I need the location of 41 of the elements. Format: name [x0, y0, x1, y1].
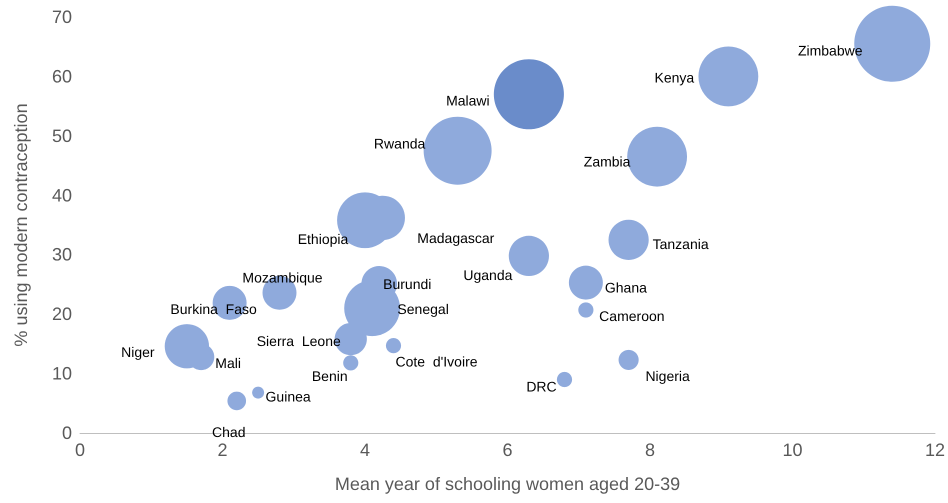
annotation: Kenya	[654, 69, 694, 86]
x-tick-label: 0	[74, 440, 86, 460]
x-tick-label: 6	[502, 440, 512, 460]
x-tick-label: 10	[782, 440, 803, 460]
annotation: Zambia	[584, 154, 631, 170]
y-tick-label: 30	[52, 244, 72, 265]
annotation: Rwanda	[374, 136, 426, 152]
x-tick-label: 8	[644, 440, 655, 460]
y-tick-label: 50	[52, 126, 72, 146]
x-tick-label: 2	[217, 440, 228, 460]
y-tick-label: 60	[52, 66, 72, 86]
annotation: Cameroon	[599, 308, 665, 324]
annotation: Burkina Faso	[170, 300, 258, 317]
annotation: Mozambique	[242, 270, 323, 286]
annotation: Guinea	[266, 388, 311, 405]
annotation: Uganda	[463, 266, 513, 283]
annotation: Senegal	[397, 301, 449, 318]
annotation: Mali	[215, 354, 241, 371]
annotation: Benin	[312, 368, 348, 384]
annotation: DRC	[526, 378, 557, 395]
annotation: Zimbabwe	[798, 42, 863, 59]
x-tick-label: 12	[924, 440, 946, 460]
annotation: Burundi	[383, 276, 432, 292]
y-axis-title: % using modern contraception	[11, 103, 31, 347]
annotation: Chad	[212, 424, 246, 440]
y-tick-label: 40	[52, 185, 72, 206]
annotation: Madagascar	[417, 230, 495, 246]
annotation: Malawi	[446, 92, 490, 108]
y-tick-label: 10	[52, 364, 72, 384]
y-tick-label: 20	[52, 304, 72, 324]
annotation: Cote d'Ivoire	[395, 354, 478, 370]
annotation: Nigeria	[645, 368, 690, 384]
annotation: Ethiopia	[298, 231, 349, 248]
x-axis-title: Mean year of schooling women aged 20-39	[334, 474, 680, 494]
annotation: Tanzania	[652, 236, 709, 252]
annotation: Sierra Leone	[256, 333, 341, 350]
annotation: Niger	[121, 344, 155, 360]
y-tick-label: 70	[52, 7, 72, 27]
annotation: Ghana	[604, 280, 648, 296]
x-tick-label: 4	[360, 440, 370, 460]
y-tick-label: 0	[62, 423, 72, 443]
